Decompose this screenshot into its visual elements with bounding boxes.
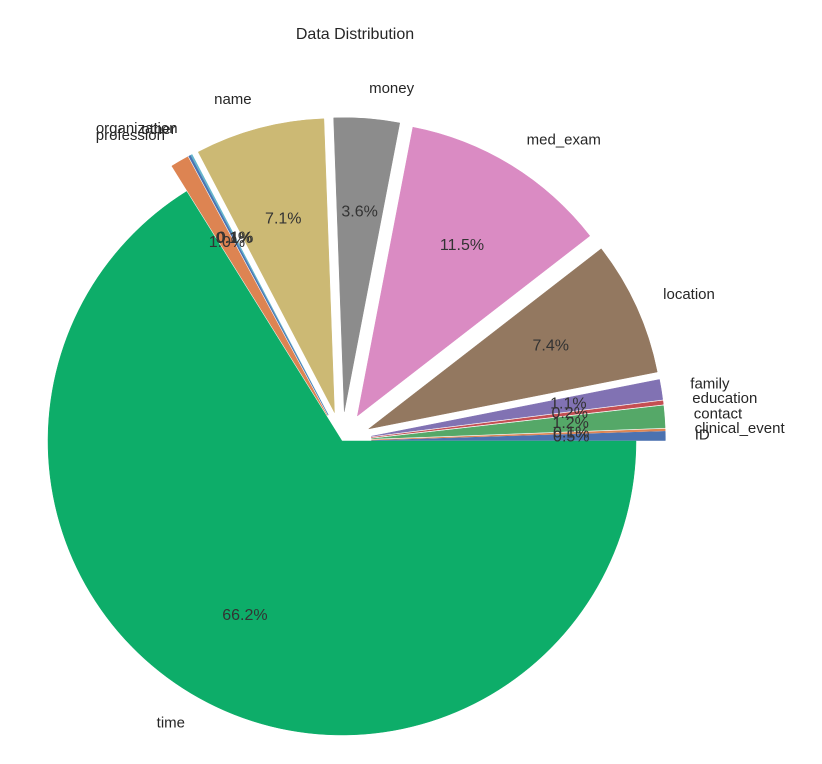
slice-percent-other: 0.1% xyxy=(216,230,252,247)
slice-label-location: location xyxy=(663,286,715,303)
slice-label-family: family xyxy=(690,376,730,393)
chart-title: Data Distribution xyxy=(296,26,414,43)
slice-percent-clinical-event: 0.1% xyxy=(553,424,589,441)
slice-percent-name: 7.1% xyxy=(265,211,301,228)
pie-slice-med-exam xyxy=(357,126,591,417)
slice-percent-med-exam: 11.5% xyxy=(440,237,484,254)
slice-label-money: money xyxy=(369,80,415,97)
pie-slice-location xyxy=(368,248,658,430)
pie-slice-id xyxy=(371,431,666,441)
pie-slice-family xyxy=(370,379,663,437)
slice-percent-id: 0.5% xyxy=(553,429,589,446)
pie-slice-money xyxy=(333,117,401,412)
slice-label-id: ID xyxy=(695,426,710,443)
pie-slice-clinical-event xyxy=(371,428,666,441)
slice-percent-education: 0.2% xyxy=(551,405,587,422)
pie-slice-education xyxy=(371,400,664,438)
slice-label-education: education xyxy=(692,390,757,407)
slice-percent-organization: 0.1% xyxy=(217,229,253,246)
slice-percent-time: 66.2% xyxy=(222,607,267,624)
slice-label-profession: profession xyxy=(96,127,165,144)
slice-percent-profession: 1.0% xyxy=(209,234,245,251)
slice-label-time: time xyxy=(157,715,185,732)
slice-label-contact: contact xyxy=(694,405,743,422)
slice-label-clinical-event: clinical_event xyxy=(695,420,786,437)
slice-label-med-exam: med_exam xyxy=(527,131,601,148)
slice-percent-money: 3.6% xyxy=(341,204,377,221)
pie-slice-name xyxy=(197,118,335,413)
slice-percent-contact: 1.2% xyxy=(552,415,588,432)
slice-label-organization: organization xyxy=(96,120,178,137)
slice-percent-family: 1.1% xyxy=(550,396,586,413)
slice-label-name: name xyxy=(214,91,252,108)
pie-slice-other xyxy=(188,155,329,416)
slice-percent-location: 7.4% xyxy=(533,337,569,354)
pie-slice-contact xyxy=(371,405,666,440)
slice-label-other: other xyxy=(141,121,175,138)
pie-slice-time xyxy=(47,191,637,736)
pie-slice-profession xyxy=(171,156,328,416)
